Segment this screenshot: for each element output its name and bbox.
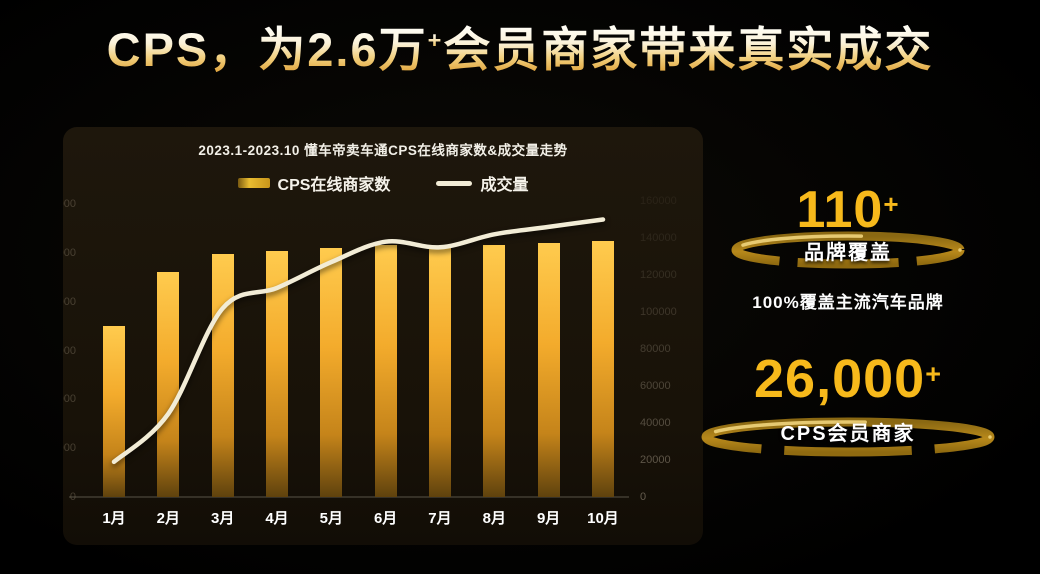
y-left-tick-30000: 30000 bbox=[63, 198, 76, 210]
x-tick-4月: 4月 bbox=[265, 510, 289, 527]
coverage-subnote: 100%覆盖主流汽车品牌 bbox=[752, 293, 944, 312]
bar-7月 bbox=[428, 246, 451, 497]
x-tick-3月: 3月 bbox=[210, 510, 235, 527]
bar-1月 bbox=[103, 326, 125, 497]
legend-label-bar: CPS在线商家数 bbox=[277, 177, 391, 194]
x-tick-5月: 5月 bbox=[319, 510, 343, 527]
stat-merchants-number: 26,000 bbox=[754, 349, 926, 409]
y-left-tick-25000: 25000 bbox=[63, 246, 76, 259]
bar-swatch-icon bbox=[237, 178, 270, 188]
stat-merchants-label: CPS会员商家 bbox=[780, 423, 916, 445]
x-tick-6月: 6月 bbox=[373, 510, 398, 527]
y-left-tick-20000: 20000 bbox=[63, 295, 76, 308]
y-right-tick-140000: 140000 bbox=[640, 232, 677, 244]
x-axis-line bbox=[69, 496, 629, 498]
y-left-tick-15000: 15000 bbox=[63, 344, 76, 357]
bar-9月 bbox=[537, 243, 560, 497]
y-right-tick-60000: 60000 bbox=[640, 380, 671, 392]
y-right-tick-120000: 120000 bbox=[640, 269, 677, 281]
y-right-tick-100000: 100000 bbox=[640, 306, 677, 318]
x-tick-7月: 7月 bbox=[428, 510, 452, 527]
title-suffix: 会员商家带来真实成交 bbox=[443, 23, 934, 76]
stat-brands-value: 110+ bbox=[688, 184, 1008, 236]
y-left-tick-5000: 5000 bbox=[63, 442, 76, 455]
bar-2月 bbox=[157, 272, 180, 497]
plot-area: 1月 2月 3月 4月 5月 6月 7月 8月 9月 10月 30000 25000 20000 1500… bbox=[63, 127, 703, 545]
bar-8月 bbox=[483, 245, 506, 497]
y-left-tick-0: 0 bbox=[69, 491, 76, 503]
chart-legend: CPS在线商家数 成交量 bbox=[63, 171, 703, 195]
page-title: CPS，为2.6万+会员商家带来真实成交 bbox=[0, 24, 1040, 76]
stat-brands-number: 110 bbox=[796, 181, 884, 239]
x-tick-9月: 9月 bbox=[536, 510, 561, 527]
y-right-tick-40000: 40000 bbox=[640, 417, 671, 429]
legend-label-line: 成交量 bbox=[480, 177, 529, 194]
bar-10月 bbox=[591, 241, 614, 497]
line-swatch-icon bbox=[436, 180, 473, 186]
stat-merchants-value: 26,000+ bbox=[688, 352, 1008, 406]
chart-panel: 2023.1-2023.10 懂车帝卖车通CPS在线商家数&成交量走势 CPS在… bbox=[63, 127, 703, 545]
bar-3月 bbox=[211, 253, 234, 497]
legend-item-bar: CPS在线商家数 bbox=[237, 171, 391, 195]
x-tick-8月: 8月 bbox=[482, 510, 506, 527]
chart-title: 2023.1-2023.10 懂车帝卖车通CPS在线商家数&成交量走势 bbox=[198, 143, 568, 158]
stat-merchants-plus: + bbox=[925, 359, 942, 389]
x-tick-2月: 2月 bbox=[156, 510, 180, 527]
y-right-tick-80000: 80000 bbox=[640, 343, 671, 355]
x-tick-10月: 10月 bbox=[587, 510, 619, 527]
stat-brands-plus: + bbox=[883, 189, 900, 219]
merchants-podium-ring bbox=[701, 417, 995, 457]
stat-brands-label: 品牌覆盖 bbox=[804, 242, 892, 264]
bar-6月 bbox=[374, 245, 397, 497]
title-sup-plus: + bbox=[427, 27, 444, 53]
y-right-tick-20000: 20000 bbox=[640, 454, 671, 466]
legend-item-line: 成交量 bbox=[436, 171, 528, 195]
title-prefix: CPS，为2.6万 bbox=[106, 23, 428, 76]
bar-5月 bbox=[320, 247, 343, 497]
x-tick-1月: 1月 bbox=[102, 510, 126, 527]
y-right-tick-160000: 160000 bbox=[640, 195, 677, 207]
y-right-tick-0: 0 bbox=[640, 491, 647, 503]
bar-4月 bbox=[265, 250, 288, 497]
brands-podium-ring bbox=[731, 231, 965, 269]
y-left-tick-10000: 10000 bbox=[63, 393, 76, 406]
